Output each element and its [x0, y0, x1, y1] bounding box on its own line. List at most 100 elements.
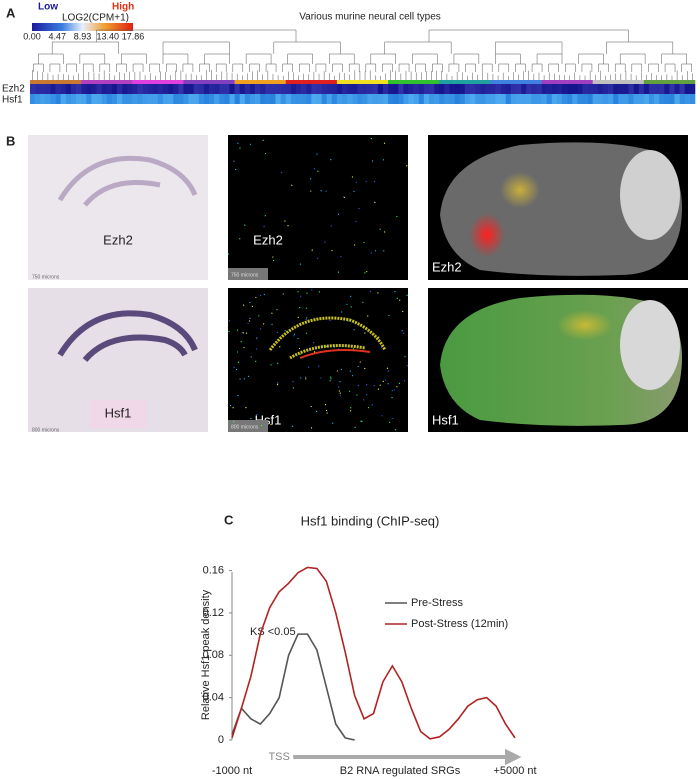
colorbar-label: 4.47 — [48, 31, 66, 41]
data-line — [231, 566, 516, 740]
expression-dot — [240, 341, 242, 343]
expression-dot — [326, 412, 328, 414]
cell-type-strip — [132, 80, 138, 84]
dendrogram-branch — [204, 53, 230, 64]
expression-dot — [353, 329, 355, 331]
expression-dot — [293, 335, 295, 337]
heatmap-cell — [423, 94, 430, 104]
heatmap-cell — [608, 94, 614, 104]
expression-dot — [270, 364, 272, 366]
cell-type-strip — [582, 80, 588, 84]
cell-type-strip — [76, 80, 82, 84]
expression-dot — [386, 367, 389, 369]
legend-title: LOG2(CPM+1) — [62, 13, 129, 24]
cell-type-strip — [577, 80, 583, 84]
heatmap-cell — [418, 84, 425, 94]
heatmap-cell — [582, 94, 588, 104]
heatmap-cell — [347, 94, 353, 104]
heatmap-cell — [60, 84, 67, 94]
expression-dot — [316, 410, 318, 412]
heatmap-cell — [602, 84, 609, 94]
expression-dot — [271, 312, 273, 314]
heatmap-cell — [587, 84, 593, 94]
expression-dot — [306, 317, 308, 319]
cell-type-strip — [188, 80, 194, 84]
expression-dot — [378, 336, 380, 338]
expression-dot — [237, 142, 239, 144]
heatmap-cell — [551, 84, 558, 94]
heatmap-cell — [469, 94, 476, 104]
cell-type-strip — [408, 80, 414, 84]
heatmap-cell — [178, 84, 184, 94]
expression-dot — [332, 422, 334, 424]
caption: Hsf1 — [105, 405, 132, 420]
heatmap-cell — [515, 94, 522, 104]
heatmap-cell — [382, 84, 389, 94]
heatmap-cell — [459, 84, 466, 94]
heatmap-cell — [203, 84, 210, 94]
cell-type-strip — [475, 80, 481, 84]
expression-dot — [249, 317, 251, 320]
heatmap-cell — [531, 84, 537, 94]
heatmap-cell — [290, 84, 297, 94]
heatmap-cell — [168, 94, 174, 104]
cell-type-strip — [510, 80, 517, 84]
hippocampus — [57, 155, 198, 207]
expression-dot — [366, 394, 368, 396]
dendrogram-branch — [498, 63, 510, 72]
cell-type-strip — [505, 80, 512, 84]
expression-dot — [318, 291, 321, 293]
dendrogram-branch — [515, 63, 526, 72]
expression-dot — [324, 404, 327, 406]
cell-type-strip — [214, 80, 220, 84]
expression-dot — [306, 292, 308, 294]
expression-dot — [293, 333, 296, 335]
heatmap-cell — [439, 94, 445, 104]
expression-dot — [297, 316, 299, 318]
expression-dot — [374, 201, 376, 203]
heatmap-cell — [674, 94, 680, 104]
heatmap-cell — [377, 94, 384, 104]
heatmap-cell — [475, 84, 481, 94]
expression-dot — [313, 342, 315, 344]
cell-type-strip — [633, 80, 640, 84]
y-tick-label: 0.16 — [203, 564, 224, 576]
scale-label: 750 microns — [32, 274, 60, 280]
expression-dot — [329, 380, 331, 382]
heatmap-cell — [336, 84, 343, 94]
heatmap-cell — [178, 94, 184, 104]
expression-dot — [228, 320, 230, 322]
expression-dot — [373, 385, 375, 387]
cell-type-strip — [464, 80, 471, 84]
cell-type-strip — [418, 80, 425, 84]
cell-type-strip — [454, 80, 460, 84]
expression-dot — [298, 347, 301, 350]
heatmap-cell — [526, 94, 532, 104]
cell-type-strip — [613, 80, 619, 84]
heatmap-cell — [597, 84, 604, 94]
cell-type-strip — [393, 80, 399, 84]
cell-type-strip — [290, 80, 297, 84]
heatmap-cell — [296, 94, 302, 104]
heatmap-cell — [321, 84, 327, 94]
heatmap-cell — [562, 94, 568, 104]
heatmap-cell — [137, 94, 143, 104]
expression-dot — [362, 301, 364, 303]
expression-dot — [350, 407, 352, 409]
cell-type-strip — [628, 80, 634, 84]
cell-type-strip — [224, 80, 230, 84]
heatmap-cell — [577, 84, 583, 94]
heatmap-cell — [546, 84, 553, 94]
heatmap-cell — [413, 94, 420, 104]
cell-type-strip — [413, 80, 420, 84]
cell-type-strip — [485, 80, 491, 84]
expression-dot — [305, 319, 307, 321]
cell-type-strip — [429, 80, 435, 84]
dendrogram-branch — [273, 41, 341, 54]
heatmap-cell — [664, 94, 670, 104]
expression-dot — [402, 310, 404, 313]
heatmap-cell — [229, 84, 235, 94]
cell-type-strip — [260, 80, 266, 84]
expression-dot — [396, 297, 398, 299]
expression-dot — [256, 337, 258, 339]
